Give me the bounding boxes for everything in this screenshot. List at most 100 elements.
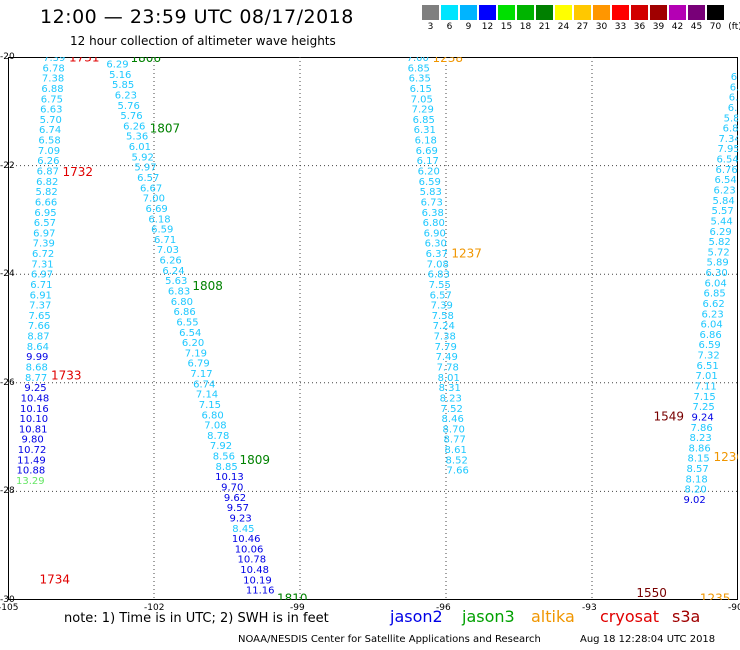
wave-height-value: 7.39 (43, 57, 65, 64)
wave-height-value: 7.65 (29, 311, 51, 322)
wave-height-value: 5.76 (120, 111, 142, 122)
pass-time-label: 1236 (714, 450, 738, 464)
wave-height-value: 5.76 (118, 101, 140, 112)
wave-height-value: 7.38 (42, 74, 64, 85)
wave-height-value: 6.79 (188, 359, 210, 370)
wave-height-value: 6.26 (160, 256, 182, 267)
wave-height-value: 6.18 (148, 214, 170, 225)
wave-height-value: 7.58 (432, 311, 454, 322)
pass-time-label: 1732 (63, 165, 94, 179)
wave-height-value: 8.20 (685, 485, 707, 496)
wave-height-value: 6.57 (34, 218, 56, 229)
scale-swatch-18 (517, 5, 534, 20)
map-title: 12:00 — 23:59 UTC 08/17/2018 (40, 6, 354, 28)
scale-label: 21 (538, 22, 551, 32)
scale-swatch-15 (498, 5, 515, 20)
scale-swatch-45 (688, 5, 705, 20)
wave-height-value: 6.31 (414, 125, 436, 136)
wave-height-value: 7.25 (693, 402, 715, 413)
wave-height-value: 6.59 (151, 225, 173, 236)
scale-swatch-27 (574, 5, 591, 20)
wave-height-value: 6.85 (703, 289, 725, 300)
wave-height-value: 7.08 (204, 421, 226, 432)
wave-height-value: 6.83 (428, 270, 450, 281)
wave-height-value: 8.56 (213, 452, 235, 463)
wave-height-value: 7.52 (441, 404, 463, 415)
latitude-label: -20 (0, 52, 15, 62)
wave-height-value: 7.79 (435, 342, 457, 353)
scale-label: 18 (519, 22, 532, 32)
wave-height-value: 7.32 (697, 351, 719, 362)
wave-height-value: 6. (730, 82, 738, 93)
wave-height-value: 10.10 (19, 414, 48, 425)
wave-height-value: 10.06 (235, 544, 264, 555)
pass-time-label: 1808 (192, 279, 223, 293)
wave-height-value: 6.95 (34, 208, 56, 219)
scale-swatch-30 (593, 5, 610, 20)
wave-height-value: 6.20 (182, 338, 204, 349)
wave-height-value: 6. (731, 72, 738, 83)
wave-height-value: 7.49 (436, 352, 458, 363)
wave-height-value: 8.87 (27, 332, 49, 343)
legend-sat-jason3: jason3 (462, 607, 515, 626)
wave-height-value: 7.38 (434, 332, 456, 343)
wave-height-value: 6.20 (418, 166, 440, 177)
longitude-label: -102 (144, 603, 165, 613)
pass-time-label: 1809 (239, 453, 270, 467)
wave-height-value: 7.00 (143, 194, 165, 205)
legend-sat-cryosat: cryosat (600, 607, 660, 626)
wave-height-value: 8.23 (440, 393, 462, 404)
wave-height-value: 8.15 (688, 454, 710, 465)
scale-swatch-21 (536, 5, 553, 20)
scale-label: 30 (595, 22, 608, 32)
wave-height-value: 6.30 (705, 268, 727, 279)
wave-height-value: 5.16 (109, 70, 131, 81)
wave-height-value: 10.81 (19, 424, 48, 435)
wave-height-value: 6.74 (193, 379, 215, 390)
scale-label: 24 (557, 22, 570, 32)
pass-time-label: 1550 (636, 586, 667, 600)
wave-height-value: 10.19 (243, 575, 272, 586)
wave-height-value: 10.72 (18, 445, 47, 456)
wave-height-value: 6.29 (709, 227, 731, 238)
wave-height-value: 7.86 (691, 423, 713, 434)
wave-height-value: 10.88 (17, 466, 46, 477)
wave-height-value: 5.85 (112, 80, 134, 91)
pass-time-label: 1237 (451, 246, 482, 260)
wave-height-value: 10.48 (240, 565, 269, 576)
wave-height-value: 6.80 (202, 410, 224, 421)
pass-time-label: 1810 (277, 591, 308, 600)
wave-height-value: 6.75 (41, 94, 63, 105)
wave-height-value: 6.86 (174, 307, 196, 318)
wave-height-value: 6.57 (137, 173, 159, 184)
wave-height-value: 6.15 (410, 84, 432, 95)
wave-height-value: 6.26 (37, 156, 59, 167)
wave-height-value: 8.85 (216, 462, 238, 473)
wave-height-value: 6.29 (106, 60, 128, 71)
wave-height-value: 7.39 (431, 301, 453, 312)
wave-height-value: 6.37 (426, 249, 448, 260)
wave-height-value: 10.16 (20, 404, 49, 415)
wave-height-value: 6.83 (168, 286, 190, 297)
wave-height-value: 6.74 (39, 125, 61, 136)
wave-height-value: 8.68 (26, 363, 48, 374)
wave-height-value: 9.62 (224, 493, 246, 504)
footer-date: Aug 18 12:28:04 UTC 2018 (580, 634, 716, 645)
wave-height-value: 7.39 (33, 239, 55, 250)
scale-swatch-6 (441, 5, 458, 20)
wave-height-value: 6.86 (699, 330, 721, 341)
pass-time-label: 1549 (653, 409, 684, 423)
wave-height-value: 7.05 (411, 94, 433, 105)
latitude-label: -22 (0, 160, 15, 171)
scale-label: 42 (671, 22, 684, 32)
wave-height-value: 7.15 (694, 392, 716, 403)
scale-label: 15 (500, 22, 513, 32)
legend-sat-jason2: jason2 (390, 607, 443, 626)
wave-height-value: 6.01 (129, 142, 151, 153)
wave-height-value: 7.14 (196, 390, 218, 401)
wave-height-value: 7.95 (717, 144, 738, 155)
pass-time-label: 1238 (432, 57, 463, 65)
wave-height-value: 6.54 (179, 328, 201, 339)
wave-height-value: 5.8 (724, 113, 738, 124)
scale-swatch-42 (669, 5, 686, 20)
